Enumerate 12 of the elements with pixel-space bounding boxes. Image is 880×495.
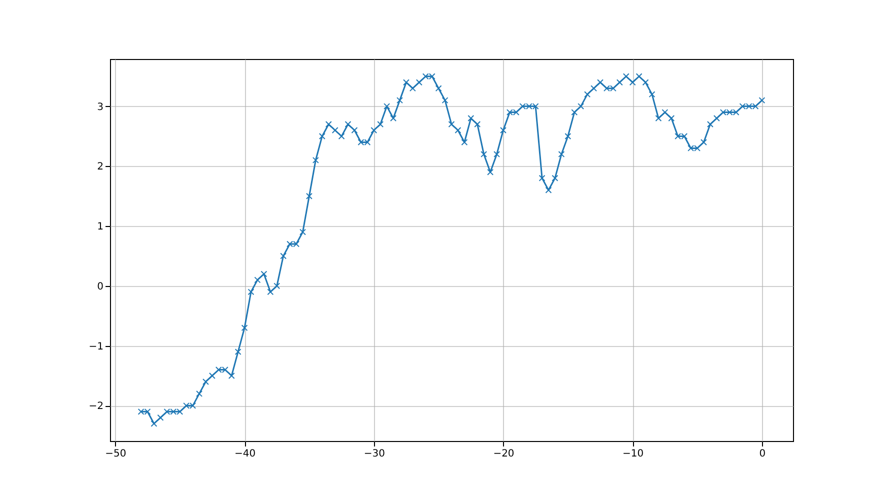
y-tick-label: −1 [88,341,104,352]
x-tick-label: −10 [622,448,644,460]
y-tick-label: 0 [97,281,104,292]
y-tick-label: −2 [88,401,104,412]
y-tick-label: 2 [97,162,104,173]
x-tick-label: −30 [364,448,385,460]
x-tick-label: −40 [234,448,256,460]
x-tick-label: 0 [759,448,766,460]
x-tick-label: −20 [493,448,514,460]
y-tick-label: 1 [97,222,104,233]
x-tick-label: −50 [105,448,126,460]
y-tick-label: 3 [97,102,104,113]
